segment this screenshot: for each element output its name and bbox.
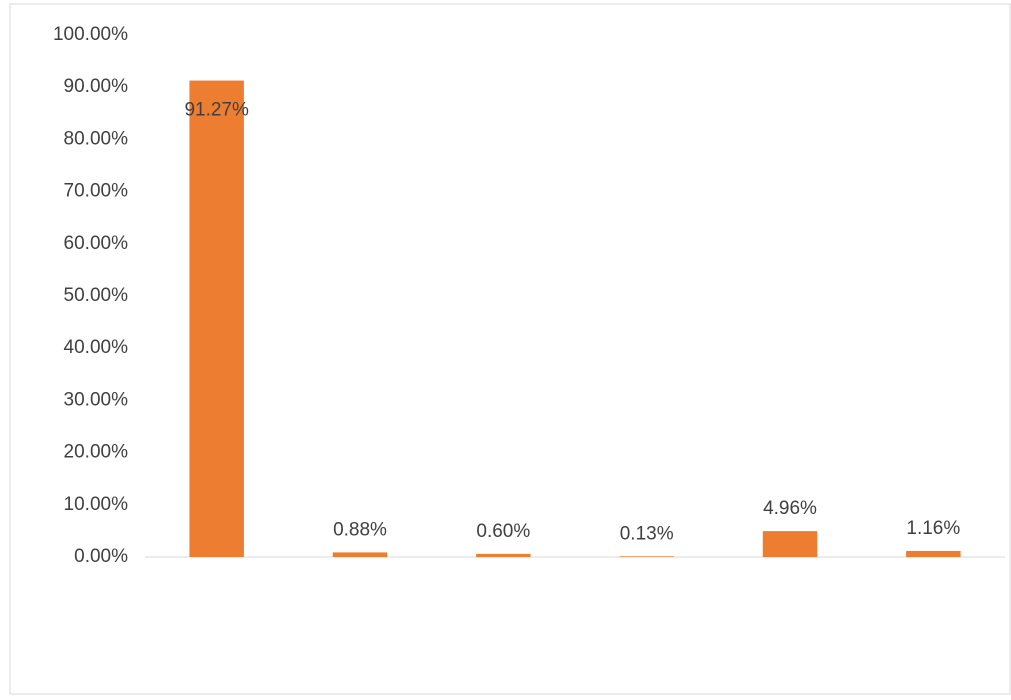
- y-tick-label: 80.00%: [64, 128, 129, 149]
- y-tick-label: 100.00%: [53, 24, 128, 45]
- y-tick-label: 70.00%: [64, 181, 129, 202]
- data-label: 4.96%: [763, 498, 817, 519]
- data-label: 0.88%: [333, 519, 387, 540]
- y-tick-label: 0.00%: [74, 546, 128, 567]
- bar: [332, 552, 388, 557]
- y-tick-label: 50.00%: [64, 285, 129, 306]
- bar: [476, 553, 531, 557]
- y-tick-label: 60.00%: [64, 233, 129, 254]
- data-label: 0.60%: [476, 521, 530, 542]
- y-tick-label: 90.00%: [64, 76, 129, 97]
- data-label: 1.16%: [906, 518, 960, 539]
- y-tick-label: 10.00%: [64, 494, 129, 515]
- y-tick-label: 40.00%: [64, 337, 129, 358]
- bar: [906, 550, 961, 557]
- bar: [619, 556, 674, 557]
- data-label: 91.27%: [184, 100, 249, 121]
- bar: [762, 531, 818, 557]
- data-label: 0.13%: [620, 523, 674, 544]
- y-tick-label: 30.00%: [64, 389, 129, 410]
- chart-frame: [9, 3, 1011, 695]
- y-tick-label: 20.00%: [64, 442, 129, 463]
- bar: [189, 80, 244, 557]
